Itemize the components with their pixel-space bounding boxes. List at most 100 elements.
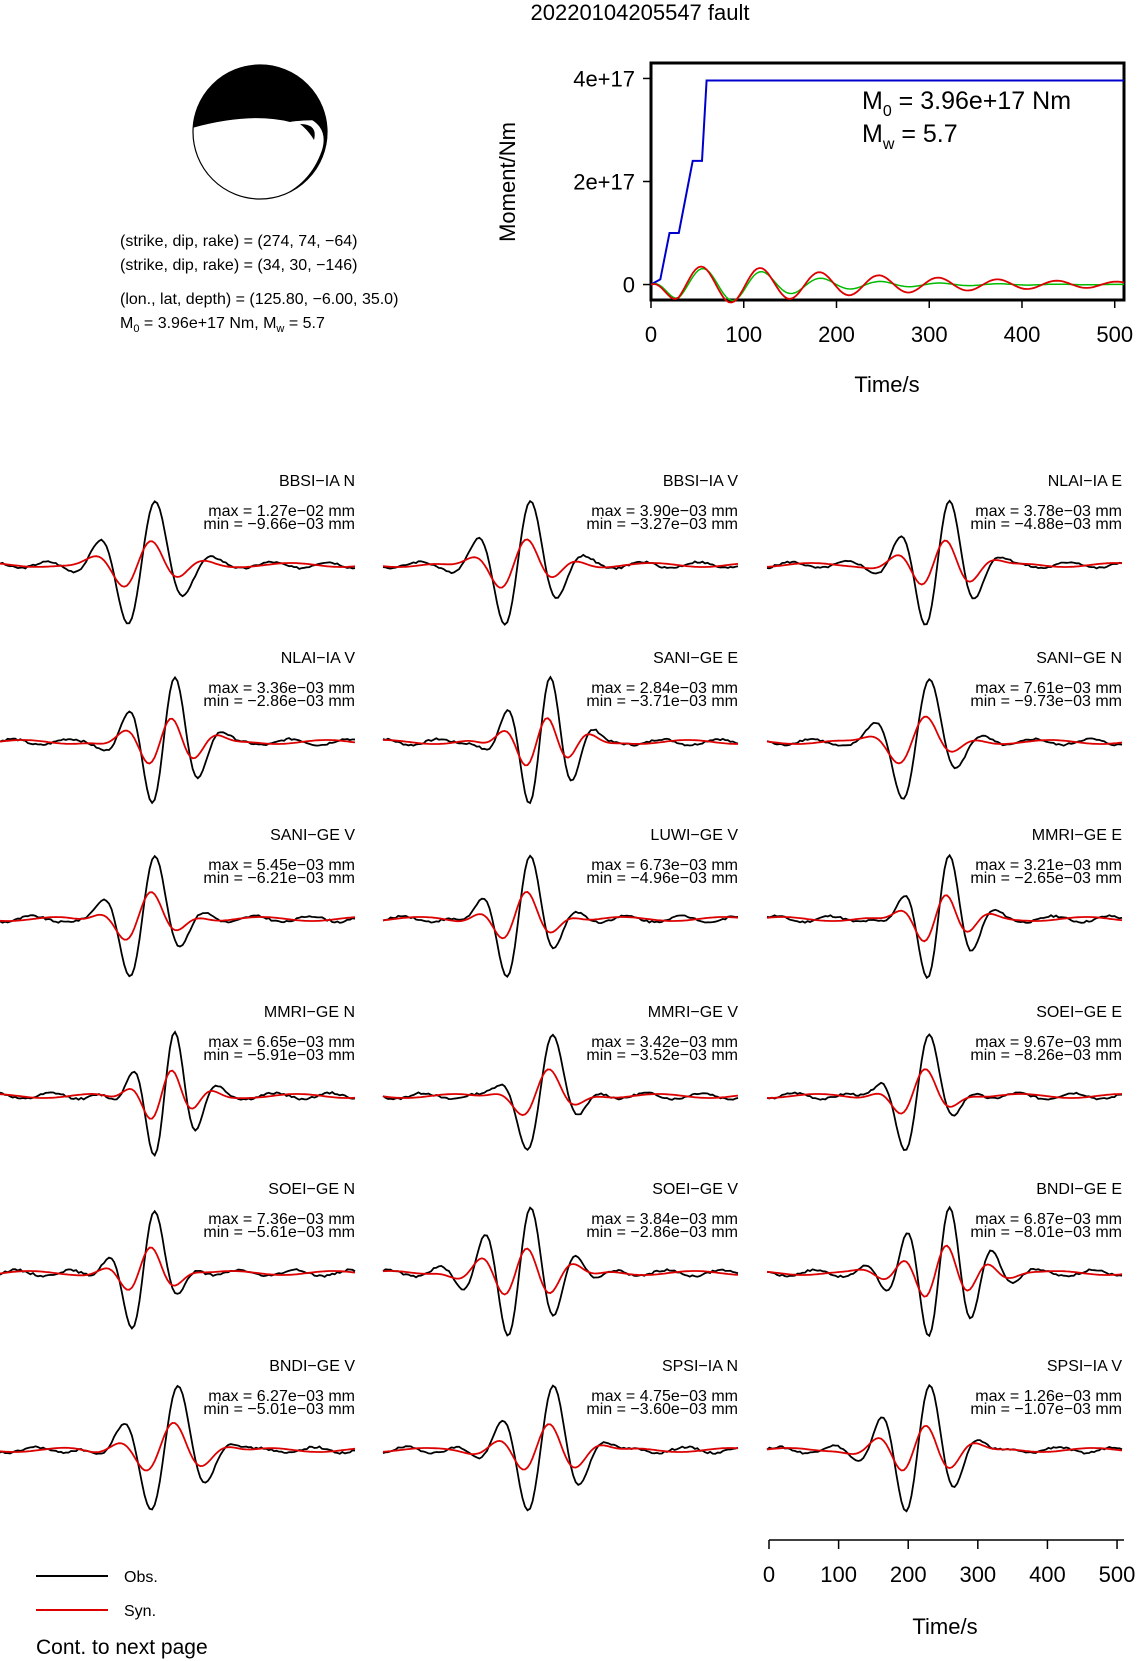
trace-max-label: max = 3.90e−03 mm — [591, 503, 738, 520]
moment-xtick-label: 400 — [1004, 322, 1041, 347]
trace-min-label: min = −8.01e−03 mm — [970, 1224, 1122, 1241]
trace-min-label: min = −5.91e−03 mm — [203, 1047, 355, 1064]
trace-min-label: min = −2.65e−03 mm — [970, 870, 1122, 887]
moment-mw-label: Mw = 5.7 — [862, 120, 958, 153]
moment-axes: 0 100 200 300 400 500 0 2e+17 4e+17 — [573, 66, 1133, 347]
trace-min-label: min = −2.86e−03 mm — [203, 693, 355, 710]
syn-trace — [0, 891, 356, 941]
trace-min-label: min = −3.60e−03 mm — [586, 1401, 738, 1418]
moment-xtick-label: 500 — [1096, 322, 1133, 347]
station-label: SOEI−GE N — [268, 1181, 355, 1198]
trace-min-label: min = −3.71e−03 mm — [586, 693, 738, 710]
trace-max-label: max = 9.67e−03 mm — [975, 1034, 1122, 1051]
time-axis-tick-label: 200 — [890, 1562, 927, 1587]
syn-trace — [382, 538, 739, 589]
station-label: MMRI−GE V — [648, 1004, 739, 1021]
moment-plot: 0 100 200 300 400 500 0 2e+17 4e+17 Moment/Nm Ti… — [495, 61, 1133, 397]
station-label: SANI−GE V — [270, 827, 355, 844]
moment-xtick-label: 200 — [818, 322, 855, 347]
trace-max-label: max = 6.87e−03 mm — [975, 1211, 1122, 1228]
continuation-note: Cont. to next page — [36, 1636, 208, 1659]
obs-trace — [766, 499, 1123, 626]
moment-m0-label: M0 = 3.96e+17 Nm — [862, 87, 1071, 120]
syn-trace — [0, 540, 356, 588]
station-label: BBSI−IA N — [279, 473, 355, 490]
strike-dip-rake-1: (strike, dip, rake) = (274, 74, −64) — [120, 233, 357, 250]
syn-trace — [0, 717, 356, 765]
obs-trace — [382, 499, 739, 626]
moment-ytick-label: 0 — [623, 273, 635, 298]
legend: Obs. Syn. — [36, 1569, 158, 1620]
syn-trace — [767, 1068, 1122, 1115]
syn-trace — [382, 891, 739, 940]
trace-min-label: min = −5.01e−03 mm — [203, 1401, 355, 1418]
time-axis-tick-label: 0 — [763, 1562, 775, 1587]
obs-trace — [382, 1384, 739, 1512]
trace-min-label: min = −3.52e−03 mm — [586, 1047, 738, 1064]
moment-curves — [650, 79, 1125, 304]
station-label: NLAI−IA E — [1048, 473, 1122, 490]
trace-max-label: max = 6.65e−03 mm — [208, 1034, 355, 1051]
trace-min-label: min = −3.27e−03 mm — [586, 516, 738, 533]
time-axis-tick-label: 400 — [1029, 1562, 1066, 1587]
moment-xtick-label: 100 — [725, 322, 762, 347]
strike-dip-rake-2: (strike, dip, rake) = (34, 30, −146) — [120, 257, 357, 274]
moment-curve — [650, 79, 1124, 286]
syn-trace — [382, 1247, 739, 1296]
trace-min-label: min = −9.73e−03 mm — [970, 693, 1122, 710]
syn-trace — [766, 539, 1123, 586]
moment-xtick-label: 0 — [645, 322, 657, 347]
obs-trace — [382, 675, 739, 805]
station-label: MMRI−GE E — [1032, 827, 1122, 844]
trace-max-label: max = 1.26e−03 mm — [975, 1388, 1122, 1405]
obs-trace — [766, 678, 1123, 800]
obs-trace — [766, 1383, 1123, 1513]
time-axis-tick-label: 300 — [959, 1562, 996, 1587]
station-label: BNDI−GE V — [269, 1358, 355, 1375]
trace-min-label: min = −4.88e−03 mm — [970, 516, 1122, 533]
syn-trace — [766, 715, 1123, 765]
trace-min-label: min = −1.07e−03 mm — [970, 1401, 1122, 1418]
syn-trace — [766, 894, 1123, 943]
station-label: SANI−GE N — [1036, 650, 1122, 667]
syn-trace — [382, 1068, 739, 1117]
trace-max-label: max = 1.27e−02 mm — [208, 503, 355, 520]
obs-trace — [766, 853, 1123, 980]
obs-trace — [766, 1205, 1123, 1338]
trace-max-label: max = 6.27e−03 mm — [208, 1388, 355, 1405]
trace-min-label: min = −8.26e−03 mm — [970, 1047, 1122, 1064]
station-label: SANI−GE E — [653, 650, 738, 667]
waveform-time-axis: 0 100 200 300 400 500 — [763, 1539, 1136, 1587]
trace-min-label: min = −2.86e−03 mm — [586, 1224, 738, 1241]
station-label: SPSI−IA V — [1047, 1358, 1122, 1375]
syn-trace — [0, 1069, 356, 1120]
trace-max-label: max = 5.45e−03 mm — [208, 857, 355, 874]
obs-trace — [0, 675, 356, 805]
moment-ylabel: Moment/Nm — [495, 122, 520, 242]
station-label: SOEI−GE V — [652, 1181, 738, 1198]
trace-max-label: max = 3.78e−03 mm — [975, 503, 1122, 520]
trace-max-label: max = 3.21e−03 mm — [975, 857, 1122, 874]
moment-rate-obs-curve — [650, 267, 1124, 302]
obs-trace — [382, 1033, 739, 1152]
legend-obs-label: Obs. — [124, 1569, 158, 1586]
trace-max-label: max = 3.36e−03 mm — [208, 680, 355, 697]
station-label: LUWI−GE V — [650, 827, 738, 844]
waveform-xlabel: Time/s — [912, 1614, 977, 1639]
time-axis-tick-label: 500 — [1099, 1562, 1136, 1587]
trace-min-label: min = −9.66e−03 mm — [203, 516, 355, 533]
syn-trace — [766, 1244, 1123, 1298]
trace-min-label: min = −4.96e−03 mm — [586, 870, 738, 887]
